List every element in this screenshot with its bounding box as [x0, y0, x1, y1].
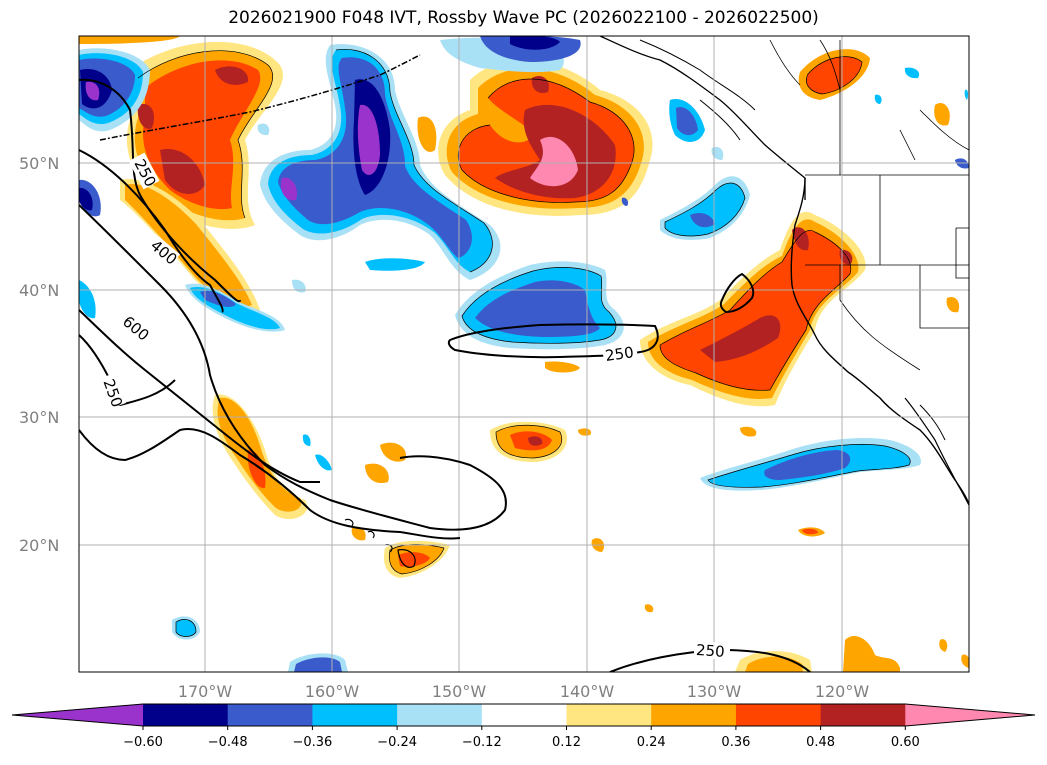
latitude-labels: 50°N 40°N 30°N 20°N	[19, 154, 59, 555]
map-frame	[78, 35, 970, 673]
colorbar: −0.60 −0.48 −0.36 −0.24 −0.12 0.12 0.24 0.36 0.4…	[11, 703, 1036, 750]
colorbar-extend-max	[905, 704, 1035, 726]
colorbar-tick-label: 0.12	[552, 735, 581, 750]
longitude-labels: 170°W 160°W 150°W 140°W 130°W 120°W	[178, 682, 870, 701]
lon-label-120w: 120°W	[815, 682, 870, 701]
positive-anomalies	[79, 36, 969, 672]
colorbar-tick-label: 0.60	[891, 735, 920, 750]
colorbar-tick-label: 0.24	[637, 735, 666, 750]
coastlines	[99, 36, 969, 568]
colorbar-tick-label: −0.60	[123, 735, 163, 750]
contour-label-250-south: 250	[695, 641, 725, 661]
ivt-contours	[79, 78, 811, 672]
colorbar-tick-label: 0.36	[721, 735, 750, 750]
map-plot-area: 250 400 600 250 250 250	[79, 36, 969, 672]
lat-label-40n: 40°N	[19, 281, 59, 300]
lat-label-20n: 20°N	[19, 536, 59, 555]
colorbar-swatch	[566, 704, 652, 726]
colorbar-tick-label: −0.48	[208, 735, 248, 750]
lat-label-30n: 30°N	[19, 408, 59, 427]
lon-label-150w: 150°W	[432, 682, 487, 701]
colorbar-swatch	[397, 704, 483, 726]
anomaly-outlines	[137, 48, 911, 637]
contour-label-250-central: 250	[604, 343, 635, 365]
negative-anomalies	[79, 36, 969, 672]
colorbar-tick-label: −0.12	[462, 735, 502, 750]
map-title: 2026021900 F048 IVT, Rossby Wave PC (202…	[228, 8, 819, 28]
colorbar-tick-label: −0.24	[377, 735, 417, 750]
lon-label-170w: 170°W	[178, 682, 233, 701]
colorbar-swatch	[820, 704, 906, 726]
colorbar-swatch	[481, 704, 567, 726]
colorbar-swatch	[735, 704, 822, 726]
lon-label-130w: 130°W	[687, 682, 742, 701]
lat-label-50n: 50°N	[19, 154, 59, 173]
colorbar-swatch	[651, 704, 737, 726]
colorbar-swatch	[227, 704, 313, 726]
lon-label-160w: 160°W	[305, 682, 360, 701]
lon-label-140w: 140°W	[560, 682, 615, 701]
colorbar-swatch	[143, 704, 229, 726]
colorbar-extend-min	[12, 704, 143, 726]
colorbar-tick-label: −0.36	[292, 735, 332, 750]
colorbar-tick-label: 0.48	[806, 735, 835, 750]
colorbar-swatch	[312, 704, 398, 726]
